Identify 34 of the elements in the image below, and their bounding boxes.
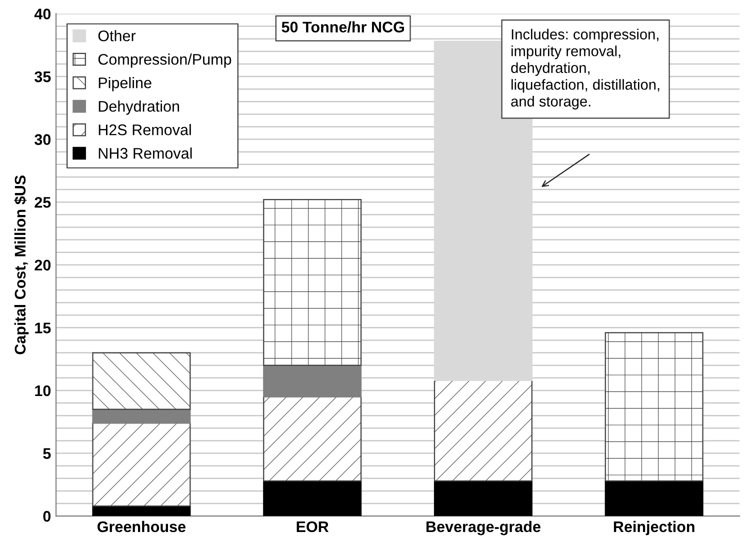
y-tick-label: 10 [35,385,51,396]
legend-label: Pipeline [98,77,152,92]
bar [92,408,191,424]
x-tick-label: Beverage-grade [426,520,540,536]
y-tick-label: 40 [34,8,51,20]
legend-label: H2S Removal [98,124,191,136]
bar [604,332,704,482]
legend-label: Compression/Pump [98,54,232,68]
legend-label: Dehydration [98,100,180,115]
x-tick-label: Greenhouse [98,520,186,532]
bar [604,480,704,516]
bar [434,480,532,516]
y-tick-label: 35 [34,71,51,82]
annotation: Includes: compression, impurity removal, dehydration, liquefaction, distillation, and storage. [511,28,660,110]
bar [92,505,191,516]
y-tick-label: 0 [43,510,51,522]
legend-label: Other [98,30,136,42]
y-tick-label: 20 [34,260,51,271]
y-tick-label: 5 [43,448,51,459]
bar [92,352,191,410]
annotation: 50 Tonne/hr NCG [282,21,404,33]
y-axis-title: Capital Cost, Million $US [14,176,29,354]
bar [263,396,362,482]
bar [263,480,362,516]
y-tick-label: 25 [34,196,51,208]
bar [263,199,362,366]
bar [92,422,191,507]
legend-label: NH3 Removal [98,148,192,159]
x-tick-label: Reinjection [614,520,694,536]
bar [434,380,532,482]
bar [263,364,362,398]
y-tick-label: 30 [34,134,51,146]
x-tick-label: EOR [296,521,329,532]
y-tick-label: 15 [35,322,51,334]
